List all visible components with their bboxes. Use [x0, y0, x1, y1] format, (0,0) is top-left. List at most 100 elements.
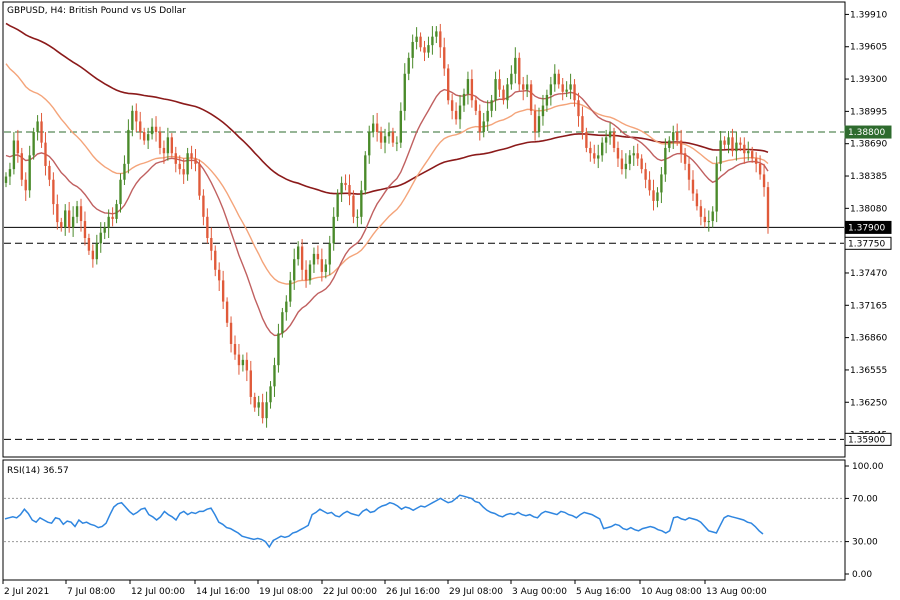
candle-bull — [32, 132, 35, 156]
candle-bear — [44, 142, 47, 166]
candle-bear — [162, 147, 166, 154]
candle-bear — [644, 169, 647, 180]
candle-bull — [415, 36, 418, 42]
candle-bull — [4, 176, 8, 183]
candle-bear — [419, 36, 422, 48]
time-tick-label: 13 Aug 00:00 — [706, 587, 767, 597]
candle-bear — [91, 250, 95, 260]
level-badge-label: 1.38800 — [848, 128, 885, 138]
rsi-series — [4, 494, 764, 549]
candle-bull — [107, 216, 110, 228]
candle-bear — [178, 163, 181, 170]
price-tick-label: 1.39300 — [850, 75, 887, 85]
candle-bear — [135, 110, 138, 122]
candle-bull — [146, 134, 150, 141]
candle-bull — [565, 89, 568, 92]
candle-bear — [691, 179, 695, 194]
candle-bull — [608, 132, 612, 138]
candle-bull — [186, 153, 189, 175]
candle-bull — [368, 132, 371, 156]
candle-bear — [766, 187, 770, 228]
candle-bear — [79, 206, 83, 222]
candle-bull — [64, 210, 67, 228]
candle-bear — [581, 116, 584, 133]
candle-bear — [612, 132, 616, 148]
rsi-tick-label: 70.00 — [852, 494, 878, 504]
candle-bear — [245, 359, 249, 371]
candle-bull — [431, 36, 434, 46]
candle-bull — [119, 179, 122, 205]
candle-bear — [233, 343, 237, 355]
time-tick-label: 5 Aug 16:00 — [576, 587, 631, 597]
candle-bull — [747, 151, 750, 154]
candle-bear — [237, 354, 241, 366]
candle-bear — [56, 204, 59, 223]
candle-bear — [229, 322, 233, 344]
candle-bull — [399, 110, 403, 143]
candle-bull — [715, 163, 718, 212]
candle-bull — [549, 84, 553, 95]
candle-bear — [348, 185, 351, 196]
candle-bear — [214, 250, 217, 270]
level-badge-label: 1.35900 — [848, 435, 885, 445]
candle-bear — [557, 73, 560, 85]
candle-bull — [506, 84, 509, 101]
candle-bull — [364, 155, 367, 191]
candle-bull — [600, 142, 604, 156]
candle-bull — [265, 402, 268, 419]
candle-bear — [758, 163, 762, 175]
time-tick-label: 12 Jul 00:00 — [131, 587, 185, 597]
price-tick-label: 1.39605 — [850, 43, 887, 53]
candle-bear — [695, 193, 699, 207]
candle-bear — [174, 153, 177, 164]
candle-bull — [277, 333, 280, 366]
candle-bull — [241, 359, 245, 366]
candle-bear — [751, 151, 754, 159]
candle-bull — [336, 193, 339, 217]
rsi-label: RSI(14) 36.57 — [7, 466, 69, 476]
candle-bear — [83, 221, 87, 239]
candle-bear — [739, 142, 742, 145]
level-badge — [844, 432, 892, 446]
rsi-pane-frame — [2, 459, 846, 581]
candle-bear — [620, 158, 624, 170]
candle-bull — [735, 142, 738, 152]
candle-bear — [300, 246, 304, 270]
candle-bull — [312, 253, 316, 265]
candle-bear — [344, 182, 347, 186]
candle-bear — [40, 121, 43, 143]
candle-bear — [143, 132, 146, 141]
candle-bear — [423, 47, 426, 53]
candle-bear — [762, 174, 766, 188]
candle-bull — [75, 206, 79, 217]
candle-bear — [439, 31, 442, 48]
candle-bear — [585, 132, 588, 148]
candle-bull — [356, 216, 359, 218]
rsi-axis: 100.00 70.00 30.00 0.00 — [845, 462, 884, 580]
moving-average-lines — [5, 22, 769, 337]
candle-bull — [525, 84, 529, 90]
candle-bull — [8, 169, 12, 177]
price-tick-label: 1.37165 — [850, 301, 887, 311]
candle-bull — [395, 142, 399, 144]
level-badge-label: 1.37900 — [848, 223, 885, 233]
candle-bear — [616, 147, 620, 159]
price-tick-label: 1.38385 — [850, 172, 887, 182]
candle-bear — [210, 238, 213, 251]
rsi-tick-label: 30.00 — [852, 538, 878, 548]
candle-bear — [522, 84, 525, 90]
candle-bear — [498, 79, 501, 90]
candle-bull — [486, 110, 489, 122]
level-badge-label: 1.37750 — [848, 239, 885, 249]
candle-bear — [320, 259, 324, 272]
candle-bull — [360, 190, 363, 217]
candle-bear — [20, 153, 23, 180]
candle-bull — [435, 31, 438, 37]
candle-bull — [115, 204, 118, 219]
candle-bull — [466, 79, 470, 94]
level-badge — [844, 125, 892, 139]
candle-bull — [632, 153, 635, 156]
candle-bull — [257, 402, 260, 408]
candle-bear — [170, 137, 174, 154]
